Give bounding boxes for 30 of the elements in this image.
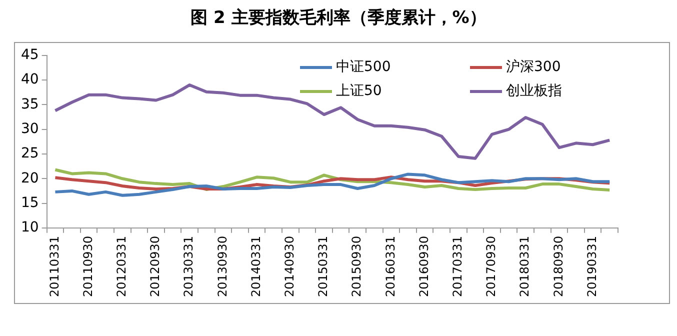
x-tick-label: 20150930 (350, 236, 364, 297)
x-tick-label: 20110331 (47, 236, 62, 297)
x-tick-label: 20180331 (518, 236, 532, 297)
y-tick-label: 40 (20, 72, 39, 88)
x-tick-label: 20150331 (316, 236, 330, 297)
x-tick-label: 20140930 (282, 236, 297, 297)
x-tick-label: 20170930 (484, 236, 498, 297)
x-tick-label: 20140331 (248, 236, 263, 297)
legend-label: 中证500 (336, 58, 391, 76)
y-tick-label: 15 (20, 194, 39, 211)
x-tick-label: 20160331 (383, 236, 398, 297)
y-tick-label: 35 (20, 96, 39, 112)
x-tick-label: 20130930 (215, 236, 230, 297)
x-tick-label: 20160930 (416, 236, 431, 297)
chart-title: 图 2 主要指数毛利率（季度累计，%） (190, 7, 488, 29)
y-tick-label: 20 (20, 170, 39, 186)
legend-label: 创业板指 (506, 82, 562, 100)
x-tick-label: 20110930 (80, 236, 95, 297)
x-tick-label: 20190331 (584, 236, 599, 297)
x-tick-label: 20180930 (551, 236, 566, 297)
y-tick-label: 25 (20, 146, 39, 162)
y-tick-label: 30 (20, 120, 39, 137)
x-tick-label: 20120930 (148, 236, 162, 297)
y-tick-label: 45 (20, 47, 39, 64)
legend-label: 上证50 (336, 82, 382, 100)
y-tick-label: 10 (20, 220, 39, 236)
legend-label: 沪深300 (506, 58, 561, 76)
x-tick-label: 20170331 (450, 236, 465, 297)
x-tick-label: 20120331 (114, 236, 129, 297)
x-tick-label: 20130331 (182, 236, 196, 297)
